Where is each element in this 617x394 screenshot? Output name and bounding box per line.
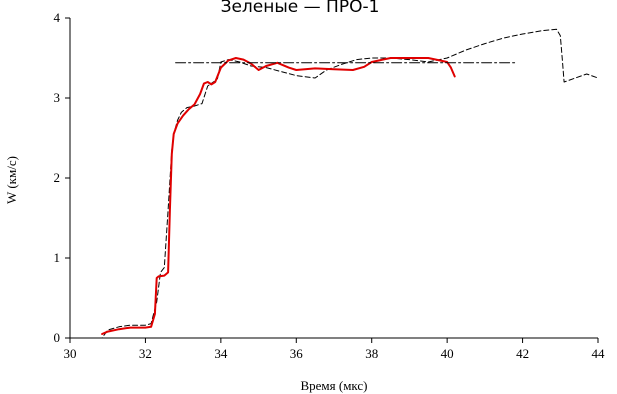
x-tick-label: 42 [516, 346, 529, 361]
x-tick-label: 30 [64, 346, 77, 361]
y-axis-label: W (км/с) [4, 156, 19, 204]
y-tick-label: 4 [54, 10, 61, 25]
x-tick-label: 40 [441, 346, 454, 361]
y-tick-label: 0 [54, 330, 61, 345]
x-axis-label: Время (мкс) [300, 378, 367, 393]
series-line-dashed [80, 28, 599, 339]
y-tick-label: 1 [54, 250, 61, 265]
series-line-solid [101, 57, 456, 335]
y-tick-label: 3 [54, 90, 61, 105]
plot-area [80, 28, 599, 339]
chart-title: Зеленые — ПРО-1 [221, 0, 380, 17]
x-tick-label: 38 [365, 346, 378, 361]
y-tick-label: 2 [54, 170, 61, 185]
x-tick-label: 34 [214, 346, 228, 361]
x-tick-label: 44 [592, 346, 606, 361]
x-tick-label: 32 [139, 346, 152, 361]
x-tick-label: 36 [290, 346, 304, 361]
